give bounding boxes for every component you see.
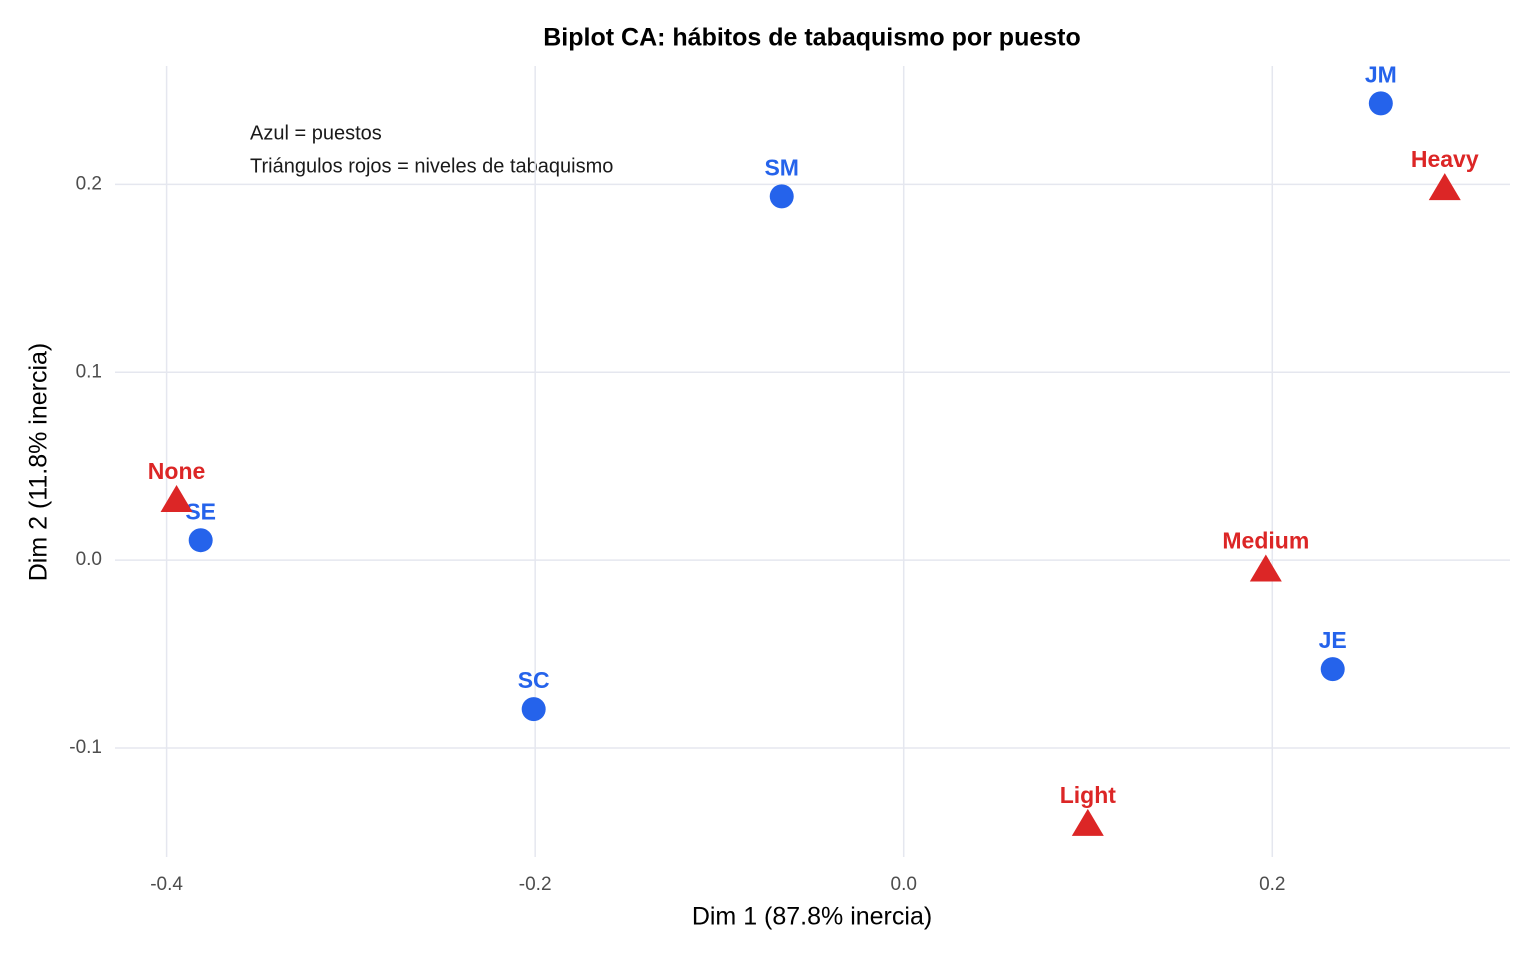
y-tick-label: 0.0	[76, 549, 102, 570]
circle-point	[521, 697, 546, 722]
y-tick-label: -0.1	[69, 737, 102, 758]
y-tick-label: 0.2	[76, 173, 102, 194]
circle-point	[188, 528, 213, 553]
point-label: Heavy	[1411, 146, 1479, 172]
annotation: Triángulos rojos = niveles de tabaquismo	[250, 155, 613, 177]
annotation: Azul = puestos	[250, 122, 382, 144]
x-tick-label: 0.2	[1259, 874, 1285, 895]
point-label: Light	[1060, 782, 1117, 808]
point-label: JE	[1319, 627, 1347, 653]
circle-point	[1320, 657, 1345, 682]
point-label: SM	[764, 154, 799, 180]
x-tick-label: -0.2	[519, 874, 552, 895]
x-axis-title: Dim 1 (87.8% inercia)	[692, 903, 932, 931]
circle-point	[1368, 91, 1393, 116]
triangle-point	[160, 485, 193, 513]
triangle-point	[1071, 808, 1104, 836]
triangle-point	[1249, 554, 1282, 582]
point-label: Medium	[1222, 528, 1309, 554]
chart-title: Biplot CA: hábitos de tabaquismo por pue…	[543, 24, 1081, 52]
y-tick-label: 0.1	[76, 361, 102, 382]
point-label: None	[148, 458, 206, 484]
y-axis-title: Dim 2 (11.8% inercia)	[25, 343, 53, 582]
point-label: SC	[518, 667, 550, 693]
triangle-point	[1428, 173, 1461, 201]
point-label: JM	[1365, 61, 1397, 87]
circle-point	[769, 184, 794, 209]
x-tick-label: 0.0	[891, 874, 917, 895]
x-tick-label: -0.4	[150, 874, 183, 895]
